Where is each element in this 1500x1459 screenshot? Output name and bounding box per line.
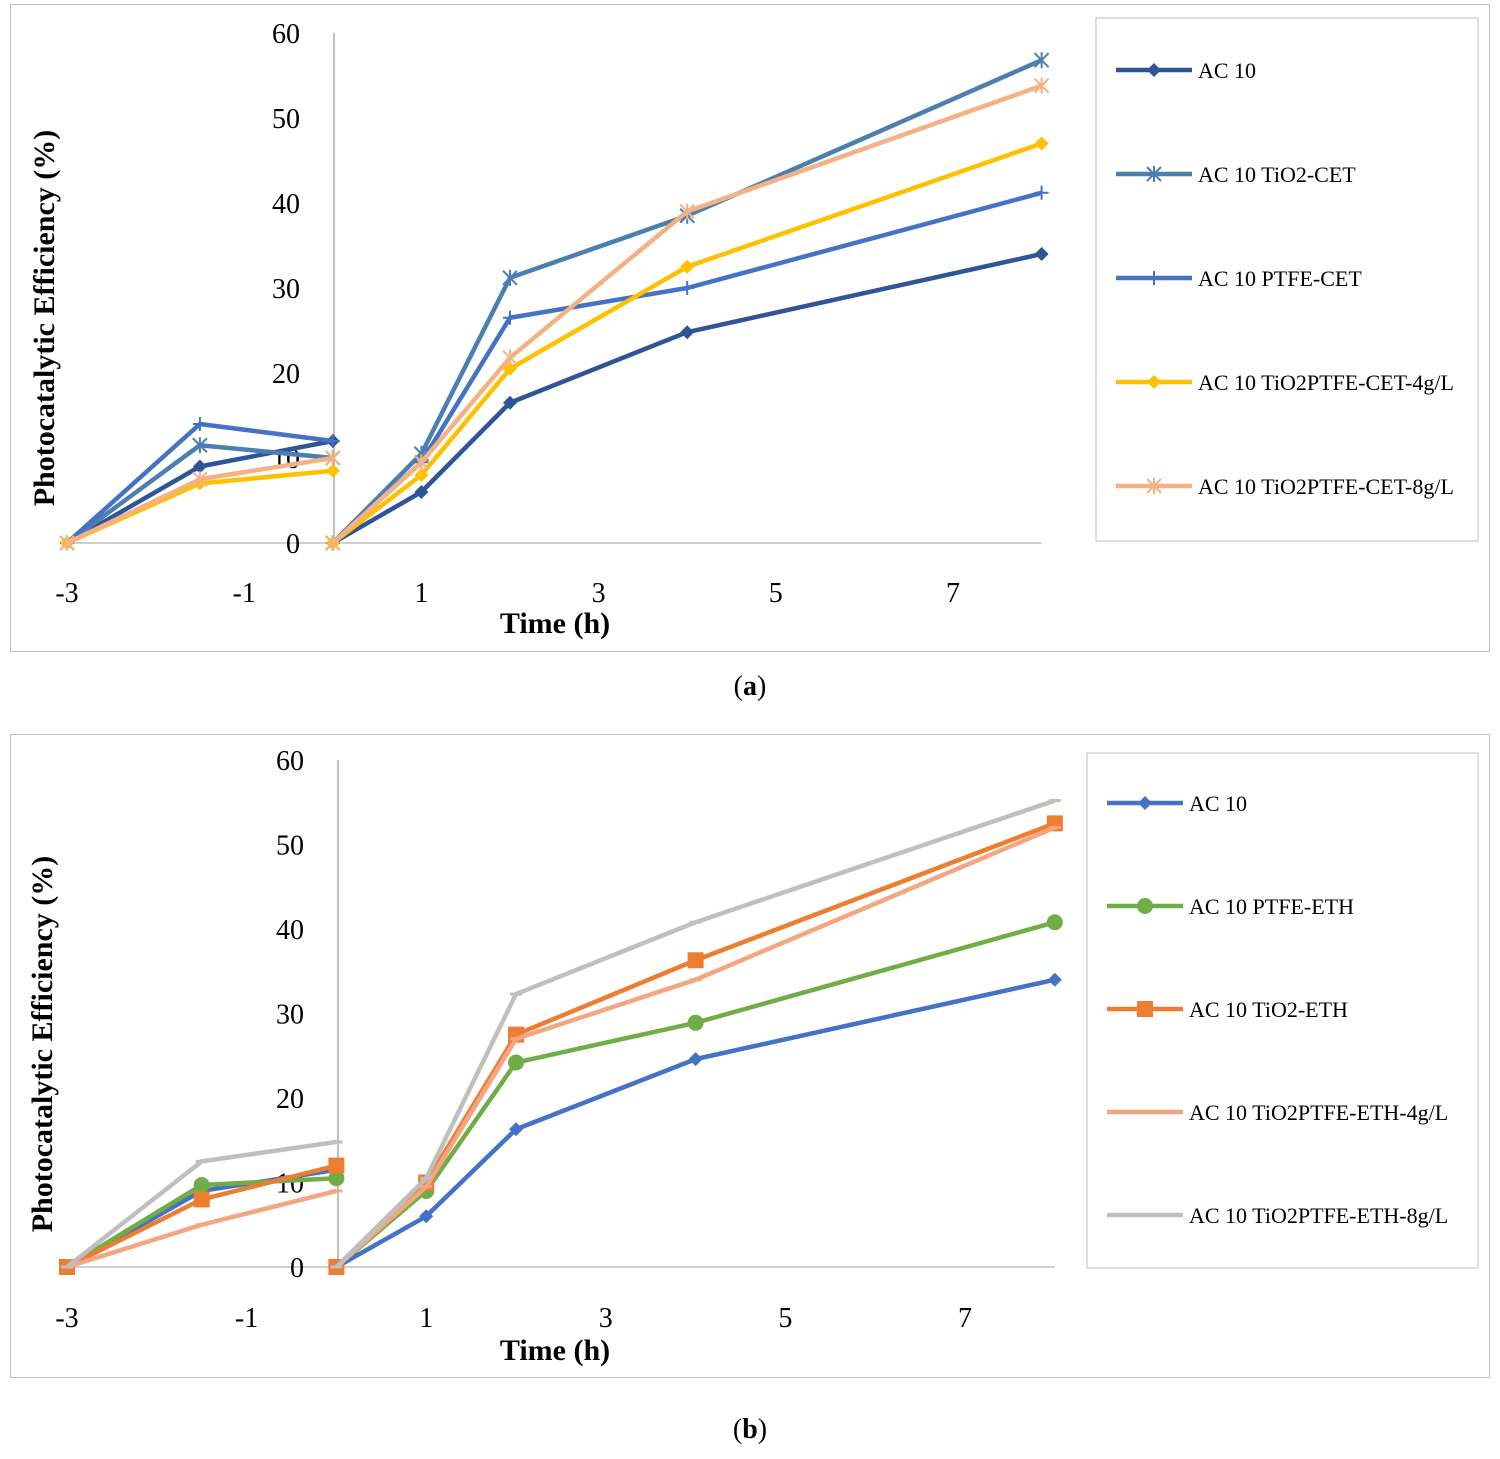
- data-point: [502, 349, 518, 366]
- legend-label: AC 10: [1198, 58, 1256, 83]
- data-point: [1047, 972, 1062, 987]
- data-point: [508, 1054, 524, 1071]
- x-tick-label: -3: [55, 1303, 78, 1334]
- data-point: [1033, 52, 1050, 69]
- legend-label: AC 10 PTFE-ETH: [1189, 894, 1354, 919]
- y-tick-label: 30: [272, 274, 300, 305]
- data-point: [1046, 914, 1063, 931]
- y-tick-label: 60: [272, 19, 300, 50]
- data-point: [1033, 77, 1050, 94]
- data-point: [680, 325, 695, 340]
- data-point: [192, 471, 208, 488]
- legend-swatch-marker: [1146, 166, 1162, 182]
- x-tick-label: 7: [946, 578, 960, 609]
- data-point: [1034, 185, 1049, 200]
- y-tick-label: 30: [276, 1000, 304, 1031]
- data-point: [688, 1052, 703, 1067]
- caption-a-letter: a: [743, 671, 757, 702]
- legend-swatch-marker: [1147, 375, 1161, 389]
- y-tick-label: 0: [286, 529, 300, 560]
- data-point: [419, 1209, 434, 1224]
- caption-b: (b): [732, 1414, 768, 1445]
- data-point: [325, 434, 340, 448]
- y-axis-title: Photocatalytic Efficiency (%): [26, 856, 59, 1233]
- data-point: [328, 1170, 345, 1187]
- data-point: [59, 535, 75, 551]
- x-tick-label: 1: [419, 1303, 433, 1334]
- x-tick-label: 3: [592, 578, 606, 609]
- legend-swatch-marker: [1137, 1001, 1153, 1017]
- x-tick-label: -1: [233, 578, 256, 609]
- y-tick-label: 50: [272, 104, 300, 135]
- y-tick-label: 0: [290, 1253, 304, 1284]
- y-tick-label: 40: [276, 915, 304, 946]
- x-axis-title: Time (h): [500, 607, 610, 640]
- y-tick-label: 40: [272, 189, 300, 220]
- data-point: [192, 437, 208, 454]
- data-point: [503, 395, 517, 410]
- legend-label: AC 10 TiO2-ETH: [1189, 997, 1348, 1022]
- y-tick-label: 50: [276, 831, 304, 862]
- y-axis-title: Photocatalytic Efficiency (%): [28, 130, 61, 507]
- x-tick-label: 7: [958, 1303, 972, 1334]
- data-point: [192, 417, 207, 431]
- chart-panel-b: [10, 734, 1490, 1378]
- legend-swatch-marker: [1147, 63, 1161, 77]
- data-point: [193, 1177, 210, 1194]
- legend-swatch-marker: [1137, 898, 1153, 914]
- y-tick-label: 20: [276, 1084, 304, 1115]
- data-point: [503, 310, 517, 325]
- caption-b-letter: b: [742, 1414, 758, 1445]
- x-axis-title: Time (h): [500, 1334, 610, 1367]
- x-tick-label: 5: [769, 578, 783, 609]
- x-tick-label: -3: [55, 578, 78, 609]
- data-point: [1034, 247, 1049, 261]
- legend-swatch-marker: [1146, 478, 1162, 494]
- legend-label: AC 10 TiO2-CET: [1198, 162, 1356, 187]
- series-line: [334, 920, 1056, 1269]
- data-point: [328, 1157, 345, 1174]
- legend-label: AC 10 TiO2PTFE-ETH-4g/L: [1189, 1100, 1448, 1125]
- data-point: [679, 203, 695, 220]
- data-point: [325, 535, 341, 551]
- data-point: [680, 259, 695, 274]
- data-point: [509, 1122, 523, 1137]
- data-point: [325, 450, 341, 466]
- legend-swatch-marker: [1147, 271, 1161, 285]
- data-point: [325, 463, 340, 478]
- data-point: [680, 281, 695, 295]
- y-tick-label: 20: [272, 359, 300, 390]
- legend-label: AC 10: [1189, 791, 1247, 816]
- chart-panel-a: [10, 4, 1490, 652]
- data-point: [502, 269, 518, 286]
- legend-swatch-marker: [1138, 796, 1152, 810]
- caption-a: (a): [733, 671, 767, 702]
- data-point: [414, 485, 429, 499]
- data-point: [1034, 136, 1049, 151]
- data-point: [192, 459, 207, 474]
- data-point: [687, 952, 704, 969]
- legend-label: AC 10 TiO2PTFE-ETH-8g/L: [1189, 1203, 1448, 1228]
- x-tick-label: 5: [778, 1303, 792, 1334]
- legend-label: AC 10 TiO2PTFE-CET-4g/L: [1198, 370, 1454, 395]
- legend-label: AC 10 PTFE-CET: [1198, 266, 1362, 291]
- data-point: [414, 468, 429, 482]
- y-tick-label: 60: [276, 746, 304, 777]
- x-tick-label: 3: [599, 1303, 613, 1334]
- data-point: [687, 1014, 704, 1031]
- x-tick-label: 1: [414, 578, 428, 609]
- data-point: [413, 454, 430, 471]
- legend-label: AC 10 TiO2PTFE-CET-8g/L: [1198, 474, 1454, 499]
- data-point: [193, 1191, 210, 1208]
- x-tick-label: -1: [235, 1303, 258, 1334]
